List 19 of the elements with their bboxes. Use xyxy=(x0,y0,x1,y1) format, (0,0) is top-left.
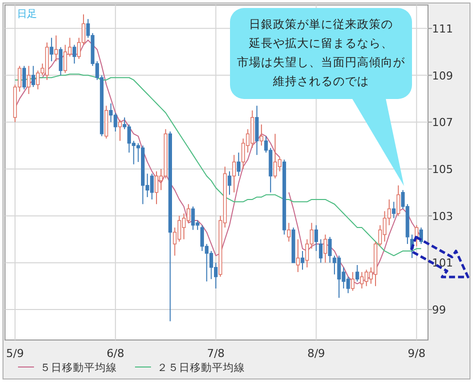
x-tick-label: 7/8 xyxy=(206,347,225,360)
y-tick-label: 109 xyxy=(432,69,453,82)
y-tick-label: 107 xyxy=(432,116,453,130)
x-tick-label: 9/8 xyxy=(408,347,426,360)
y-tick-label: 99 xyxy=(432,304,446,317)
y-tick-label: 101 xyxy=(432,256,453,270)
annotation: 延長や拡大に留まるなら、 xyxy=(248,36,393,50)
x-tick-label: 8/9 xyxy=(307,347,326,360)
x-tick-label: 5/9 xyxy=(6,347,24,360)
legend-label: ５日移動平均線 xyxy=(40,362,117,374)
y-tick-label: 105 xyxy=(432,162,453,176)
legend-label: ２５日移動平均線 xyxy=(157,362,245,374)
annotation: 日銀政策が単に従来政策の xyxy=(249,17,393,31)
annotation: 維持されるのでは xyxy=(272,74,369,88)
annotation: 市場は失望し、当面円高傾向が xyxy=(237,55,406,69)
x-tick-label: 6/8 xyxy=(106,347,124,360)
y-tick-label: 111 xyxy=(432,22,453,36)
chart-title: 日足 xyxy=(17,9,37,20)
y-tick-label: 103 xyxy=(432,210,453,223)
